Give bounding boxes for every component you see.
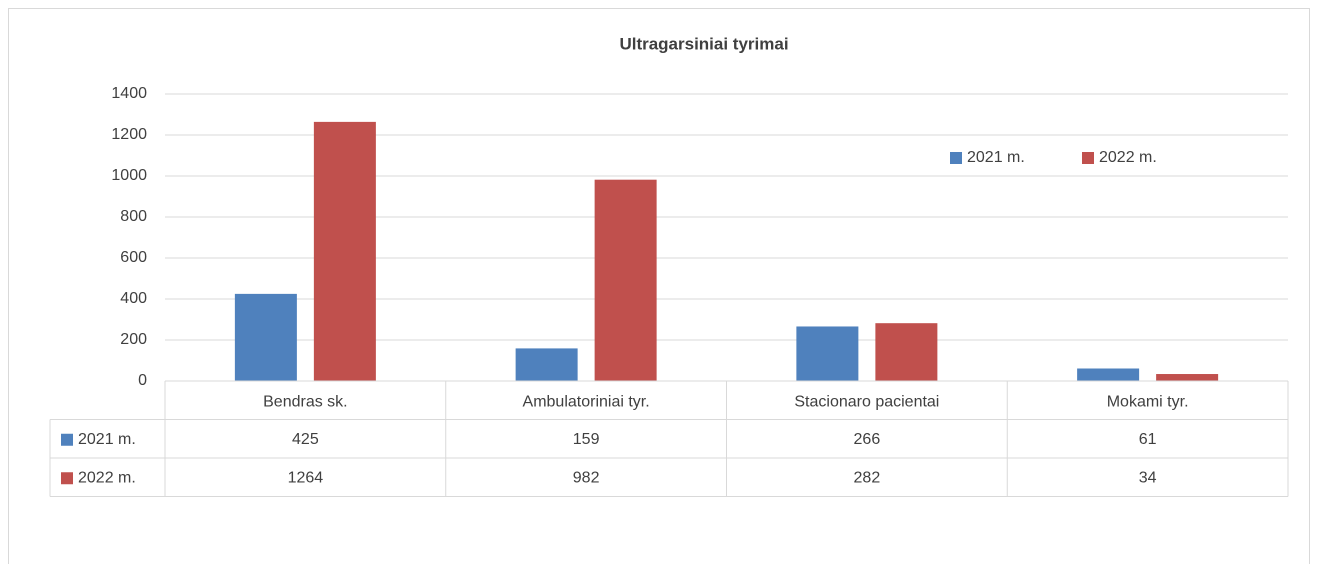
y-tick-label: 400 — [120, 290, 147, 307]
table-value: 1264 — [288, 469, 324, 486]
table-legend-label: 2022 m. — [78, 469, 136, 486]
y-tick-label: 0 — [138, 372, 147, 389]
bar — [515, 348, 578, 381]
table-value: 61 — [1139, 431, 1157, 448]
x-tick-label: Ambulatoriniai tyr. — [523, 393, 650, 410]
table-value: 266 — [854, 431, 881, 448]
y-tick-label: 800 — [120, 208, 147, 225]
table-value: 282 — [854, 469, 881, 486]
legend-key — [950, 152, 962, 164]
bar — [796, 326, 859, 381]
y-tick-label: 1000 — [111, 167, 147, 184]
table-legend-key — [61, 472, 73, 485]
x-tick-label: Bendras sk. — [263, 393, 347, 410]
y-tick-label: 600 — [120, 249, 147, 266]
y-tick-label: 1400 — [111, 85, 147, 102]
legend-key — [1082, 152, 1094, 164]
bar — [1156, 374, 1219, 381]
table-legend-key — [61, 433, 73, 446]
legend-label: 2021 m. — [967, 149, 1025, 166]
table-value: 159 — [573, 431, 600, 448]
bar — [594, 179, 657, 381]
y-tick-label: 200 — [120, 331, 147, 348]
y-tick-label: 1200 — [111, 126, 147, 143]
bar — [313, 121, 376, 381]
bar — [875, 323, 938, 381]
table-value: 982 — [573, 469, 600, 486]
table-legend-label: 2021 m. — [78, 431, 136, 448]
x-tick-label: Mokami tyr. — [1107, 393, 1189, 410]
legend-label: 2022 m. — [1099, 149, 1157, 166]
chart-title: Ultragarsiniai tyrimai — [619, 34, 788, 53]
bar — [234, 293, 297, 381]
x-tick-label: Stacionaro pacientai — [794, 393, 939, 410]
table-value: 34 — [1139, 469, 1157, 486]
bar — [1077, 368, 1140, 381]
table-value: 425 — [292, 431, 319, 448]
chart-frame — [8, 8, 1310, 564]
